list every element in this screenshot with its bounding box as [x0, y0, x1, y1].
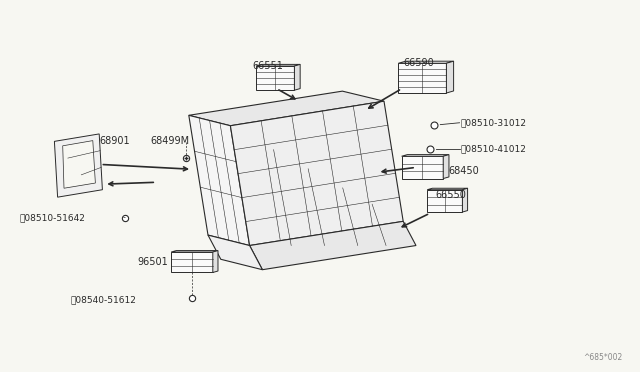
Polygon shape: [172, 252, 212, 272]
Text: ^685*002: ^685*002: [583, 353, 622, 362]
Polygon shape: [256, 64, 300, 66]
Polygon shape: [256, 66, 294, 90]
Polygon shape: [294, 64, 300, 90]
Polygon shape: [54, 134, 102, 197]
Polygon shape: [398, 61, 454, 63]
Polygon shape: [230, 101, 403, 246]
Text: 66551: 66551: [253, 61, 284, 71]
Text: Ⓢ08510-31012: Ⓢ08510-31012: [461, 118, 527, 127]
Text: 66550: 66550: [435, 190, 466, 200]
Polygon shape: [250, 221, 416, 270]
Text: Ⓢ08540-51612: Ⓢ08540-51612: [70, 295, 136, 304]
Polygon shape: [402, 155, 449, 156]
Polygon shape: [447, 61, 454, 93]
Text: Ⓢ08510-41012: Ⓢ08510-41012: [461, 144, 527, 153]
Polygon shape: [444, 155, 449, 179]
Polygon shape: [208, 235, 262, 270]
Polygon shape: [63, 141, 95, 188]
Polygon shape: [172, 251, 218, 252]
Text: 68450: 68450: [448, 166, 479, 176]
Polygon shape: [463, 188, 468, 212]
Text: 68901: 68901: [99, 137, 130, 146]
Polygon shape: [402, 156, 444, 179]
Text: 68499M: 68499M: [150, 137, 189, 146]
Text: 66590: 66590: [403, 58, 434, 68]
Polygon shape: [428, 188, 468, 190]
Polygon shape: [398, 63, 447, 93]
Polygon shape: [428, 190, 463, 212]
Polygon shape: [189, 91, 384, 126]
Polygon shape: [189, 115, 250, 246]
Polygon shape: [212, 251, 218, 272]
Text: Ⓢ08510-51642: Ⓢ08510-51642: [19, 213, 85, 222]
Text: 96501: 96501: [138, 257, 168, 267]
